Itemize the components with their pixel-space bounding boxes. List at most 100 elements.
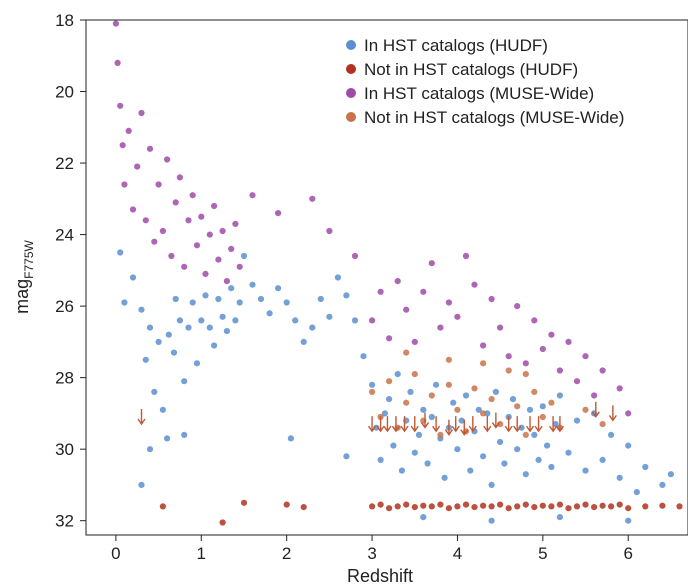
points-layer bbox=[112, 20, 683, 526]
series-2-point-63 bbox=[591, 392, 598, 399]
legend-label-2: In HST catalogs (MUSE-Wide) bbox=[364, 84, 594, 103]
series-0-point-33 bbox=[283, 299, 290, 306]
upper-limit-arrow-11 bbox=[460, 419, 469, 436]
series-0-point-99 bbox=[667, 471, 675, 478]
series-0-point-90 bbox=[582, 467, 589, 474]
series-0-point-98 bbox=[659, 481, 666, 488]
series-0-point-72 bbox=[492, 388, 499, 395]
series-0-point-108 bbox=[181, 431, 188, 438]
series-0-point-27 bbox=[236, 299, 243, 306]
series-2-point-12 bbox=[155, 181, 162, 188]
series-0-point-30 bbox=[257, 295, 265, 303]
series-0-point-17 bbox=[193, 360, 201, 367]
series-0-point-85 bbox=[548, 463, 555, 471]
series-0-point-77 bbox=[514, 446, 521, 453]
series-0-point-74 bbox=[501, 460, 508, 467]
series-2-point-20 bbox=[189, 192, 196, 199]
series-2-point-65 bbox=[616, 385, 623, 392]
y-tick-label-2: 22 bbox=[55, 154, 74, 173]
series-1-point-29 bbox=[616, 501, 623, 508]
series-0-point-71 bbox=[488, 481, 495, 488]
series-0-point-57 bbox=[428, 413, 435, 421]
series-0-point-0 bbox=[117, 249, 124, 256]
series-0-point-63 bbox=[454, 446, 461, 453]
series-1-point-18 bbox=[522, 501, 529, 508]
series-0-point-94 bbox=[616, 474, 623, 481]
series-1-point-4 bbox=[403, 501, 410, 508]
series-0-point-7 bbox=[155, 338, 162, 345]
series-0-point-89 bbox=[573, 417, 581, 424]
series-0-point-64 bbox=[458, 417, 465, 424]
upper-limit-arrow-18 bbox=[534, 416, 543, 433]
series-0-point-34 bbox=[292, 317, 299, 324]
upper-limit-arrow-13 bbox=[483, 416, 492, 433]
plot-frame bbox=[85, 19, 688, 536]
series-3-point-7 bbox=[428, 392, 435, 399]
series-2-point-34 bbox=[309, 195, 316, 202]
series-0-point-1 bbox=[121, 299, 128, 306]
y-tick-label-6: 30 bbox=[55, 440, 74, 459]
series-2-point-47 bbox=[454, 313, 461, 320]
x-tick-label-1: 1 bbox=[197, 544, 206, 563]
series-1-point-3 bbox=[394, 503, 401, 510]
upper-limit-arrow-8 bbox=[432, 416, 441, 433]
series-3-point-17 bbox=[514, 403, 521, 410]
x-tick-label-3: 3 bbox=[367, 544, 376, 563]
series-2-point-5 bbox=[125, 127, 132, 134]
series-0-point-93 bbox=[608, 431, 615, 438]
series-0-point-19 bbox=[202, 292, 209, 299]
series-2-point-30 bbox=[232, 220, 239, 227]
series-1-point-38 bbox=[240, 499, 248, 506]
series-0-point-58 bbox=[433, 381, 440, 388]
series-0-point-97 bbox=[642, 463, 649, 471]
legend: In HST catalogs (HUDF) Not in HST catalog… bbox=[346, 36, 624, 127]
series-2-point-43 bbox=[420, 288, 427, 295]
series-0-point-66 bbox=[467, 467, 474, 474]
series-0-point-107 bbox=[343, 453, 350, 460]
legend-label-0: In HST catalogs (HUDF) bbox=[364, 36, 548, 55]
series-0-point-22 bbox=[215, 295, 222, 303]
series-0-point-39 bbox=[334, 274, 341, 281]
upper-limit-arrow-20 bbox=[555, 416, 564, 433]
series-2-point-52 bbox=[497, 324, 504, 331]
series-0-point-96 bbox=[633, 489, 640, 496]
series-2-point-62 bbox=[582, 353, 589, 360]
series-2-point-22 bbox=[198, 213, 205, 220]
series-0-point-26 bbox=[232, 317, 239, 324]
series-2-point-66 bbox=[625, 410, 632, 417]
upper-limit-arrow-6 bbox=[410, 416, 419, 433]
series-2-point-39 bbox=[386, 335, 393, 342]
y-axis: 18 20 22 24 26 28 30 32 bbox=[55, 11, 86, 531]
upper-limit-arrow-12 bbox=[468, 416, 477, 433]
series-0-point-100 bbox=[420, 514, 427, 521]
series-1-point-7 bbox=[428, 503, 435, 510]
series-2-point-45 bbox=[437, 324, 444, 331]
series-1-point-21 bbox=[548, 503, 555, 510]
series-3-point-20 bbox=[539, 413, 546, 421]
series-2-point-3 bbox=[119, 142, 126, 149]
series-2-point-2 bbox=[117, 102, 124, 109]
legend-label-1: Not in HST catalogs (HUDF) bbox=[364, 60, 578, 79]
series-0-point-65 bbox=[462, 392, 470, 399]
series-3-point-28 bbox=[522, 371, 529, 378]
series-2-point-35 bbox=[326, 227, 333, 235]
series-2-point-61 bbox=[573, 378, 581, 385]
series-0-point-41 bbox=[351, 317, 359, 324]
series-1-point-30 bbox=[625, 505, 632, 512]
series-0-point-87 bbox=[556, 392, 564, 399]
series-0-point-32 bbox=[275, 285, 282, 292]
y-axis-title-main: mag bbox=[12, 279, 32, 314]
series-0-point-23 bbox=[219, 313, 226, 320]
series-0-point-83 bbox=[539, 403, 546, 410]
x-axis-title: Redshift bbox=[347, 566, 413, 586]
series-2-point-6 bbox=[129, 206, 137, 213]
series-2-point-40 bbox=[394, 278, 401, 285]
series-3-point-23 bbox=[582, 406, 589, 413]
x-tick-label-4: 4 bbox=[453, 544, 462, 563]
series-0-point-28 bbox=[240, 252, 248, 260]
series-0-point-80 bbox=[526, 406, 534, 413]
series-1-point-35 bbox=[300, 504, 307, 511]
series-0-point-52 bbox=[407, 388, 414, 395]
series-2-point-49 bbox=[471, 281, 478, 288]
series-3-point-0 bbox=[369, 388, 376, 395]
